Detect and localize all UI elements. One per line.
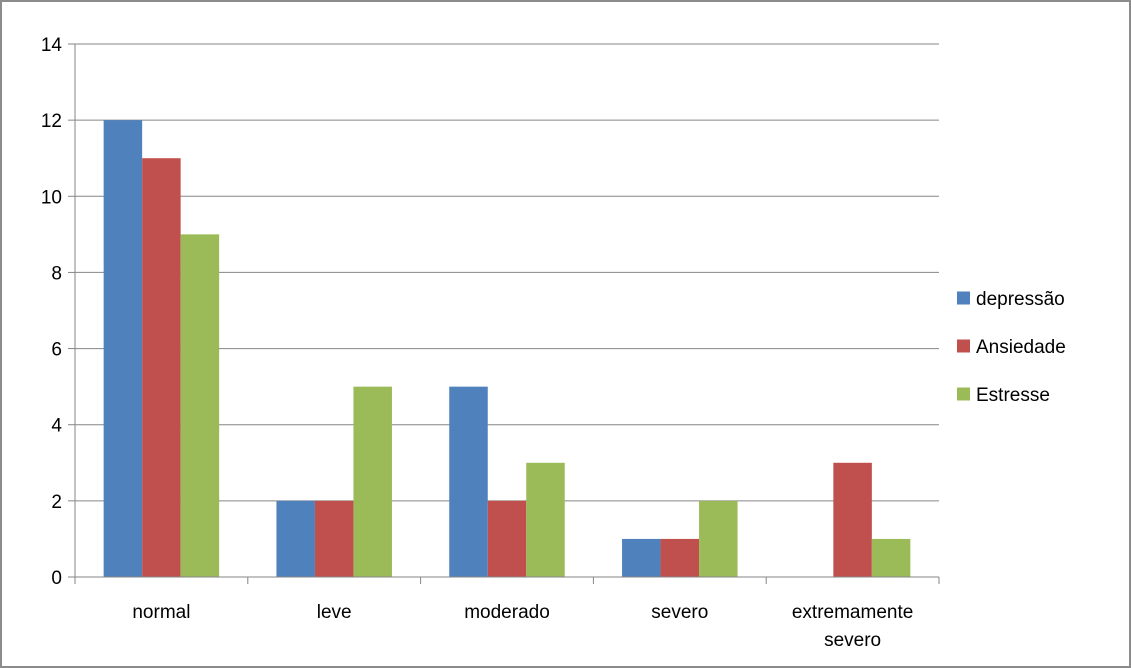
legend-label: depressão <box>976 289 1065 310</box>
x-tick-label: normal <box>132 602 190 623</box>
legend-swatch <box>957 339 970 353</box>
legend-label: Ansiedade <box>976 337 1066 358</box>
x-tick-labels: normal leve moderado severo extremamente seve… <box>132 602 913 651</box>
legend: depressão Ansiedade Estresse <box>957 289 1066 406</box>
legend-swatch <box>957 291 970 305</box>
y-tick-label: 10 <box>41 187 62 208</box>
bar-3-1 <box>180 234 220 577</box>
bar-2-3 <box>487 500 527 577</box>
x-tick-label: moderado <box>464 602 550 623</box>
bar-2-4 <box>660 538 700 577</box>
bar-3-4 <box>699 500 738 577</box>
y-tick-label: 14 <box>41 35 63 56</box>
x-tick-label-line: extremamente <box>792 602 913 623</box>
bar-1-1 <box>103 120 143 578</box>
y-tick-label: 6 <box>51 340 62 361</box>
bar-3-3 <box>526 462 565 577</box>
x-tick-label: extremamente severo <box>792 602 913 651</box>
legend-label: Estresse <box>976 385 1050 406</box>
y-tick-labels: 0 2 4 6 8 10 12 14 <box>41 35 63 589</box>
y-tick-label: 8 <box>51 263 62 284</box>
bar-1-2 <box>276 500 315 577</box>
x-tick-label: leve <box>317 602 352 623</box>
x-tick-label-line: severo <box>824 630 881 651</box>
legend-swatch <box>957 387 970 401</box>
y-tick-label: 0 <box>51 568 62 589</box>
y-tick-label: 4 <box>51 416 62 437</box>
bar-1-4 <box>622 538 661 577</box>
y-tick-label: 12 <box>41 111 62 132</box>
y-tick-label: 2 <box>51 492 62 513</box>
bars <box>103 120 911 578</box>
x-tick-label: severo <box>651 602 708 623</box>
bar-2-5 <box>833 462 872 577</box>
bar-2-1 <box>142 158 181 577</box>
bar-2-2 <box>314 500 354 577</box>
axes <box>68 43 940 584</box>
bar-3-2 <box>353 386 392 577</box>
bar-3-5 <box>871 538 911 577</box>
bar-1-3 <box>449 386 488 577</box>
